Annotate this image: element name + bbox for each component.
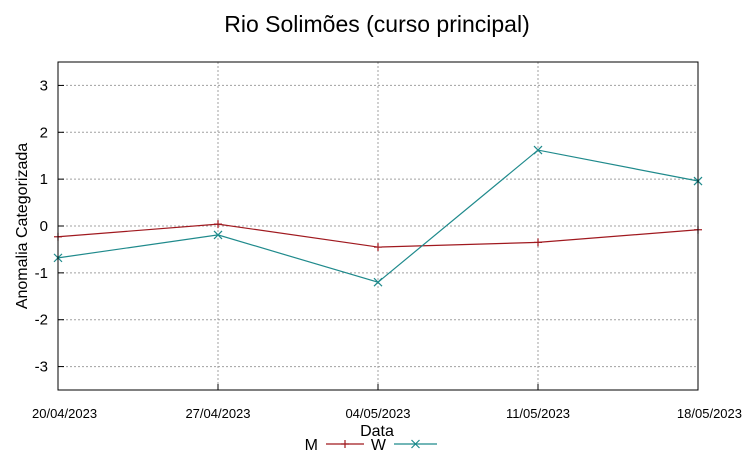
chart-title: Rio Solimões (curso principal) [224,11,530,37]
y-axis-ticks: 3 2 1 0 -1 -2 -3 [35,77,64,376]
y-tick-label: -3 [35,359,48,376]
x-tick-label: 11/05/2023 [506,406,570,421]
legend-label-W: W [371,437,387,454]
grid-lines [58,62,698,390]
x-tick-label: 20/04/2023 [32,406,97,421]
data-point-M [214,220,222,229]
y-tick-label: 3 [40,77,48,94]
data-point-W [213,230,223,240]
y-tick-label: 1 [40,171,48,188]
y-tick-label: -2 [35,312,48,329]
y-tick-label: 2 [40,124,48,141]
x-axis-ticks: 20/04/2023 27/04/2023 04/05/2023 11/05/2023… [32,384,742,421]
legend-marker-W [411,439,420,449]
data-point-M [534,238,542,247]
plot-frame [57,61,699,391]
x-tick-label: 27/04/2023 [185,406,250,421]
legend-label-M: M [305,437,318,454]
x-tick-label: 04/05/2023 [345,406,410,421]
y-axis-label: Anomalia Categorizada [14,143,31,309]
x-tick-label: 18/05/2023 [677,406,742,421]
y-tick-label: 0 [40,218,48,235]
y-tick-label: -1 [35,265,48,282]
data-point-W [533,145,543,155]
x-axis-label: Data [360,423,394,440]
legend-marker-M [341,440,349,448]
data-point-W [373,277,383,287]
data-point-M [374,243,382,252]
